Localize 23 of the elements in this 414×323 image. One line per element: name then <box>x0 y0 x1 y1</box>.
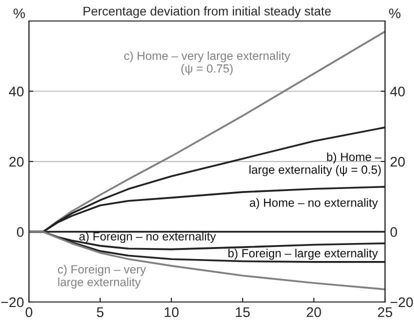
y-tick-label: −20 <box>1 297 24 308</box>
y2-tick-label: 20 <box>390 156 405 167</box>
x-tick-label: 20 <box>306 307 321 318</box>
x-tick-label: 25 <box>378 307 392 318</box>
series-label: a) Home – no externality <box>250 198 378 210</box>
series-label: c) Foreign – very large externality <box>58 264 146 289</box>
x-tick-label: 10 <box>164 307 179 318</box>
y2-tick-label: 40 <box>390 86 405 96</box>
x-tick-label: 0 <box>26 307 32 318</box>
series-label: c) Home – very large externality (ψ = 0.75) <box>124 51 290 76</box>
y-tick-label: 0 <box>16 227 24 237</box>
y2-axis-title: % <box>389 8 400 18</box>
y-axis-title: % <box>14 8 25 18</box>
y2-tick-label: −20 <box>390 297 413 308</box>
series-label: b) Home – large externality (ψ = 0.5) <box>250 152 382 176</box>
chart-title: Percentage deviation from initial steady state <box>84 6 331 18</box>
x-tick-label: 15 <box>236 307 250 318</box>
series-label: a) Foreign – no externality <box>79 232 216 243</box>
x-tick-label: 5 <box>96 307 104 318</box>
series-label: b) Foreign – large externality <box>228 248 378 260</box>
y-tick-label: 40 <box>8 86 24 96</box>
y-tick-label: 20 <box>9 156 24 167</box>
y2-tick-label: 0 <box>390 227 398 237</box>
